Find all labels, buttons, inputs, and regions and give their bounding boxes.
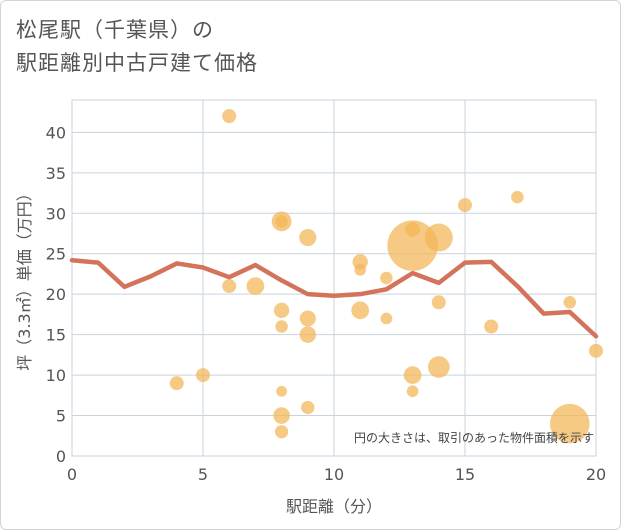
y-tick-label-25: 25	[46, 245, 66, 264]
bubble-point-2	[222, 109, 237, 124]
bubble-point-28	[458, 198, 472, 213]
chart-title-line-1: 松尾駅（千葉県）の	[16, 18, 214, 42]
chart-title-line-2: 駅距離別中古戸建て価格	[16, 51, 258, 75]
tick-labels: 0 5 10 15 20 25 30 35 40 0 5 10 15 20	[46, 123, 607, 484]
bubble-point-21	[387, 220, 438, 271]
y-tick-label-5: 5	[56, 407, 66, 426]
x-tick-label-0: 0	[67, 465, 77, 484]
bubble-point-32	[550, 403, 590, 444]
bubble-point-12	[299, 228, 317, 247]
bubble-point-13	[299, 310, 316, 327]
x-tick-label-10: 10	[324, 465, 344, 484]
bubble-point-14	[299, 326, 317, 343]
bubble-point-8	[275, 320, 288, 333]
bubble-point-23	[403, 366, 422, 384]
bubble-point-26	[431, 295, 446, 310]
y-tick-label-40: 40	[46, 123, 66, 142]
x-tick-label-20: 20	[586, 465, 606, 484]
bubble-point-25	[424, 223, 453, 252]
y-tick-label-0: 0	[56, 447, 66, 466]
x-axis-title: 駅距離（分）	[286, 497, 382, 516]
bubble-point-15	[301, 400, 315, 415]
bubble-point-27	[427, 356, 450, 378]
y-tick-label-15: 15	[46, 326, 66, 345]
bubble-point-1	[196, 368, 210, 383]
bubble-point-6	[275, 215, 288, 228]
bubble-point-22	[405, 222, 420, 237]
bubble-point-24	[406, 385, 419, 398]
bubble-point-30	[511, 190, 524, 204]
bubble-point-10	[273, 407, 290, 424]
y-tick-label-30: 30	[46, 204, 66, 223]
y-axis-title: 坪（3.3㎡）単価（万円）	[15, 185, 34, 370]
bubble-point-7	[273, 302, 290, 319]
average-price-line	[69, 257, 599, 339]
bubble-point-20	[380, 312, 393, 325]
x-tick-label-15: 15	[455, 465, 475, 484]
bubble-point-29	[484, 319, 499, 334]
bubble-point-17	[354, 264, 367, 276]
bubble-point-4	[246, 277, 265, 295]
bubble-point-31	[563, 296, 577, 309]
y-tick-label-20: 20	[46, 285, 66, 304]
bubble-point-0	[169, 376, 184, 391]
bubble-point-18	[351, 301, 370, 320]
bubble-point-19	[380, 271, 393, 285]
bubble-layer	[169, 109, 603, 444]
bubble-point-3	[222, 279, 237, 294]
y-tick-label-10: 10	[46, 366, 66, 385]
x-tick-label-5: 5	[198, 465, 208, 484]
bubble-point-9	[276, 385, 288, 397]
bubble-point-11	[274, 425, 289, 439]
chart-title: 松尾駅（千葉県）の 駅距離別中古戸建て価格	[16, 14, 258, 80]
bubble-point-33	[589, 343, 603, 358]
bubble-size-note: 円の大きさは、取引のあった物件面積を示す	[354, 430, 594, 445]
y-tick-label-35: 35	[46, 164, 66, 183]
